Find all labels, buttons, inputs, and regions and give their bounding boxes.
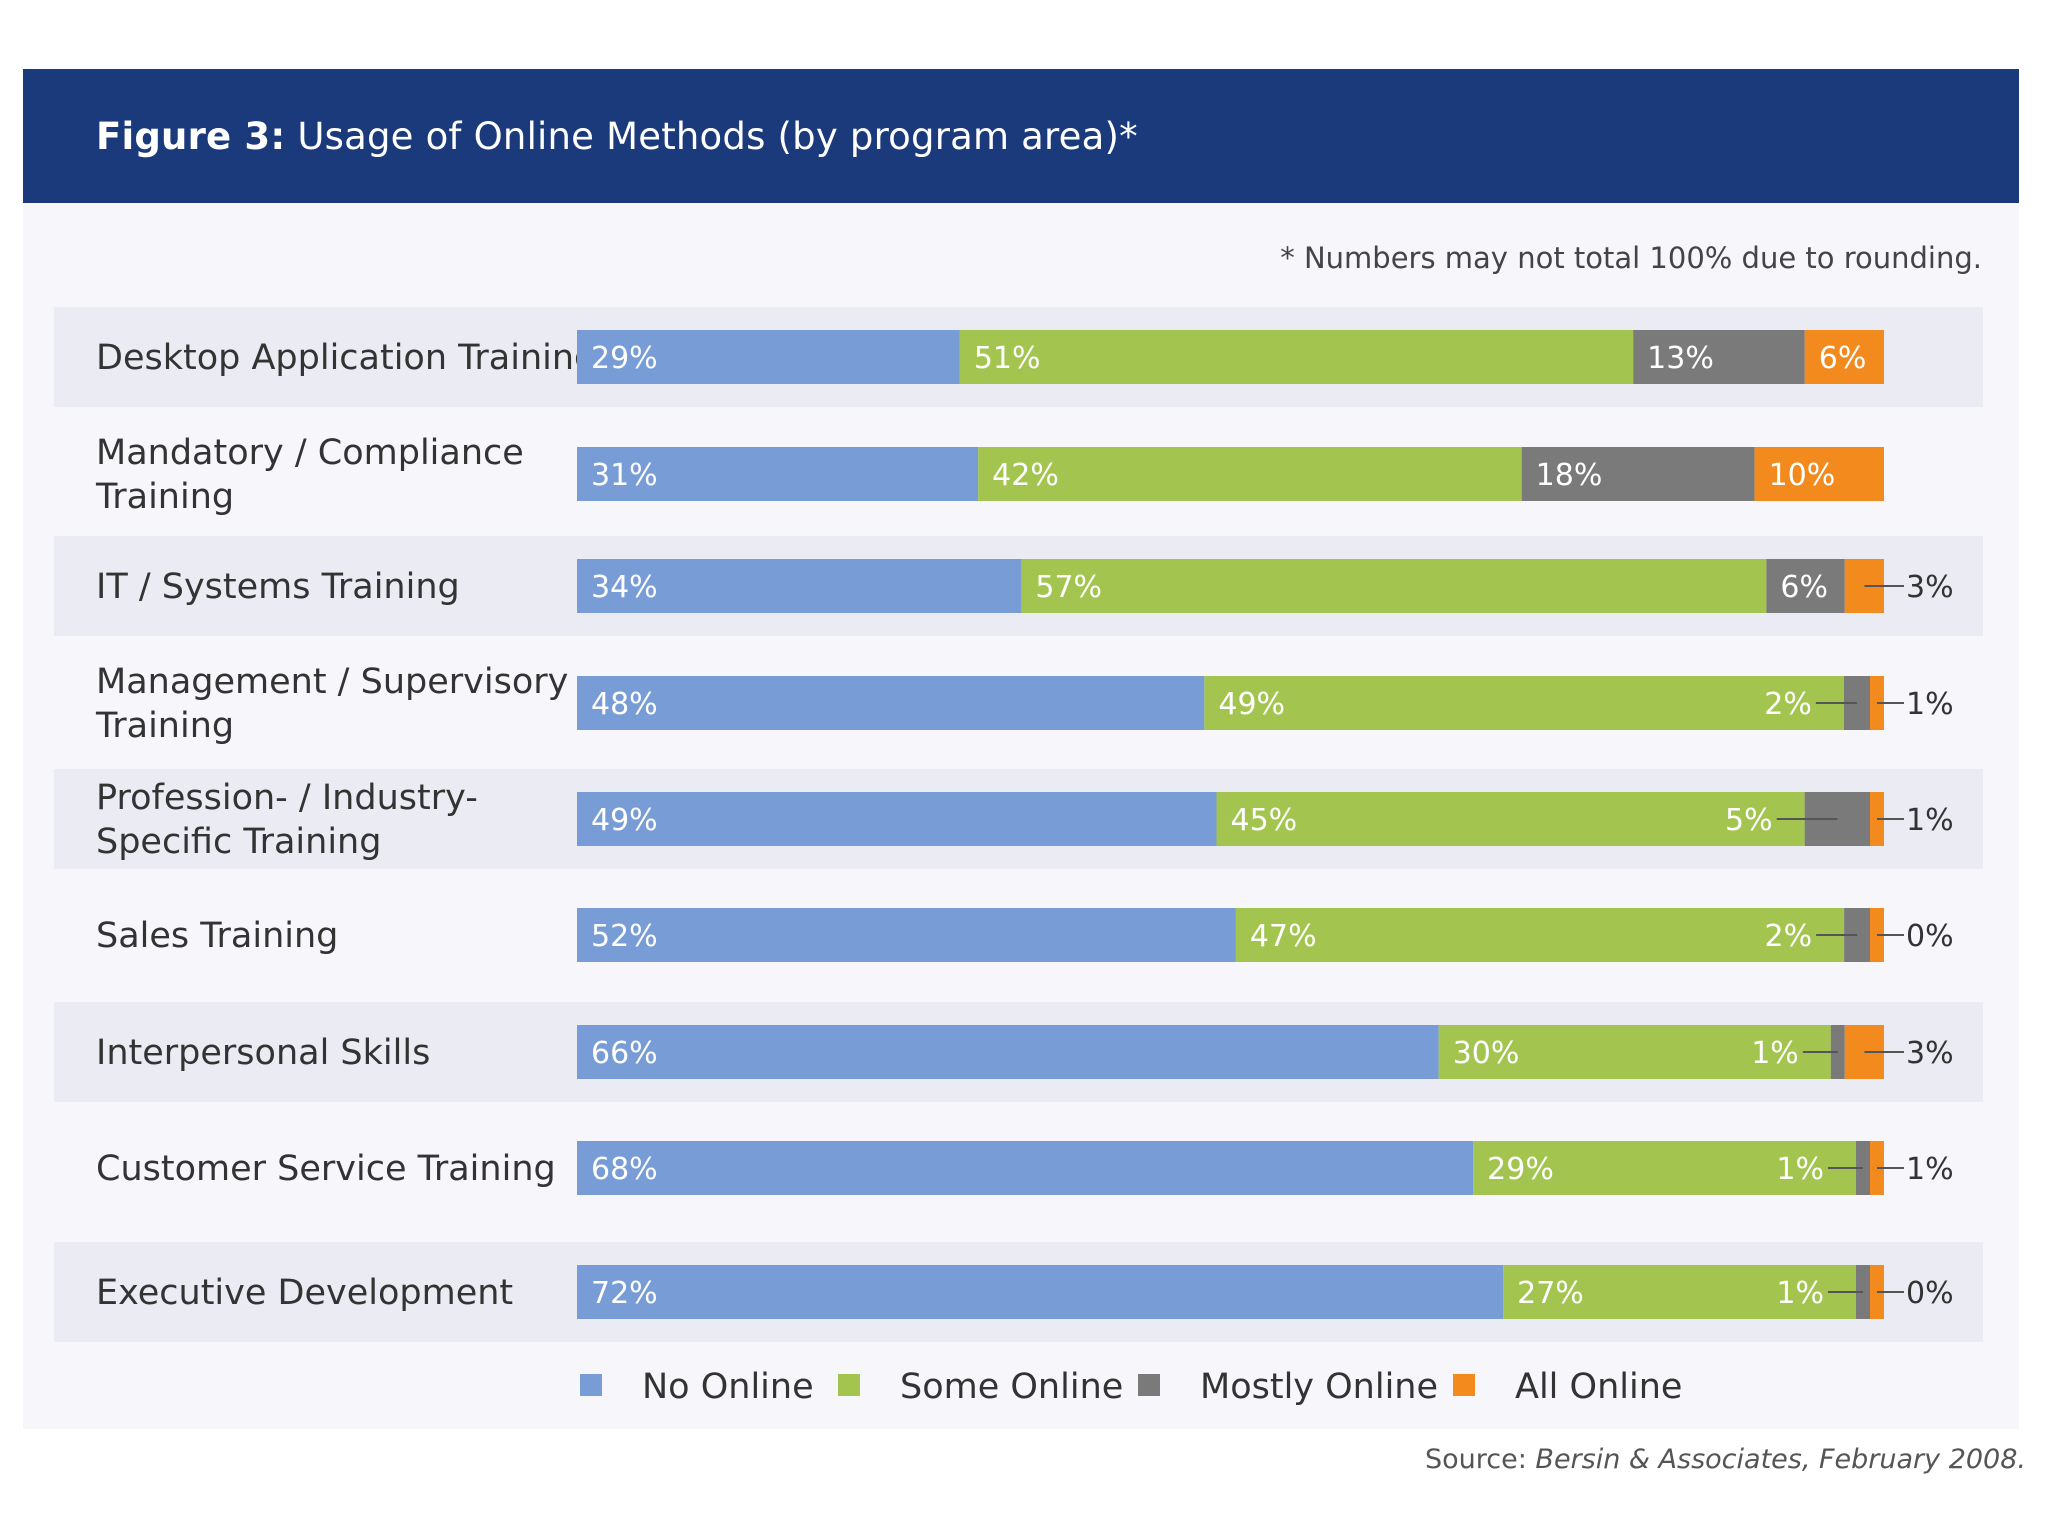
- data-label: 31%: [591, 458, 658, 493]
- data-label: 3%: [1906, 1036, 1954, 1071]
- figure-label: Figure 3:: [96, 114, 286, 158]
- data-label: 51%: [974, 341, 1041, 376]
- bar-some-online: [978, 447, 1522, 501]
- data-label: 45%: [1231, 803, 1298, 838]
- row-label: Management / Supervisory: [96, 662, 568, 702]
- data-label: 49%: [1218, 687, 1285, 722]
- source-credit: Source: Bersin & Associates, February 20…: [1425, 1444, 2026, 1475]
- data-label: 30%: [1453, 1036, 1520, 1071]
- data-label: 52%: [591, 919, 658, 954]
- bar-some-online: [1438, 1025, 1831, 1079]
- data-label: 68%: [591, 1152, 658, 1187]
- bar-some-online: [959, 330, 1634, 384]
- chart-figure: Figure 3: Usage of Online Methods (by pr…: [23, 69, 2019, 1429]
- data-label: 6%: [1780, 570, 1828, 605]
- data-label: 1%: [1906, 687, 1954, 722]
- data-label: 0%: [1906, 919, 1954, 954]
- bar-no-online: [577, 908, 1236, 962]
- legend-label: Mostly Online: [1200, 1367, 1438, 1407]
- bar-all-online: [1754, 447, 1884, 501]
- data-label: 13%: [1647, 341, 1714, 376]
- data-label: 72%: [591, 1276, 658, 1311]
- data-label: 1%: [1751, 1036, 1799, 1071]
- source-prefix: Source:: [1424, 1444, 1527, 1475]
- legend-label: All Online: [1515, 1367, 1682, 1407]
- row-label: Desktop Application Training: [96, 338, 596, 378]
- data-label: 57%: [1035, 570, 1102, 605]
- data-label: 1%: [1906, 803, 1954, 838]
- data-label: 3%: [1906, 570, 1954, 605]
- data-label: 5%: [1725, 803, 1773, 838]
- data-label: 42%: [992, 458, 1059, 493]
- data-label: 27%: [1517, 1276, 1584, 1311]
- bar-mostly-online: [1633, 330, 1805, 384]
- bar-no-online: [577, 330, 960, 384]
- legend-label: No Online: [642, 1367, 814, 1407]
- bar-all-online: [1804, 330, 1884, 384]
- legend-label: Some Online: [900, 1367, 1123, 1407]
- bar-some-online: [1235, 908, 1845, 962]
- data-label: 1%: [1906, 1152, 1954, 1187]
- row-label: Training: [95, 706, 234, 746]
- bar-mostly-online: [1766, 559, 1845, 613]
- data-label: 66%: [591, 1036, 658, 1071]
- data-label: 6%: [1819, 341, 1867, 376]
- data-label: 49%: [591, 803, 658, 838]
- row-label: Customer Service Training: [96, 1149, 556, 1189]
- bar-some-online: [1216, 792, 1805, 846]
- data-label: 1%: [1776, 1276, 1824, 1311]
- data-label: 47%: [1250, 919, 1317, 954]
- row-label: Specific Training: [96, 822, 381, 862]
- data-label: 48%: [591, 687, 658, 722]
- legend-swatch: [838, 1374, 860, 1396]
- bar-no-online: [577, 559, 1022, 613]
- legend-swatch: [580, 1374, 602, 1396]
- legend-swatch: [1453, 1374, 1475, 1396]
- data-label: 0%: [1906, 1276, 1954, 1311]
- bar-no-online: [577, 447, 979, 501]
- row-label: Mandatory / Compliance: [96, 433, 524, 473]
- row-label: IT / Systems Training: [96, 567, 460, 607]
- figure-title: Usage of Online Methods (by program area…: [297, 114, 1138, 158]
- data-label: 2%: [1765, 919, 1813, 954]
- data-label: 10%: [1769, 458, 1836, 493]
- data-label: 2%: [1764, 687, 1812, 722]
- row-label: Sales Training: [96, 916, 338, 956]
- bar-some-online: [1503, 1265, 1856, 1319]
- bar-some-online: [1204, 676, 1844, 730]
- source-text: Bersin & Associates, February 2008.: [1535, 1444, 2026, 1475]
- bar-no-online: [577, 1265, 1504, 1319]
- row-label: Profession- / Industry-: [96, 778, 478, 818]
- row-label: Executive Development: [96, 1273, 513, 1313]
- bar-no-online: [577, 792, 1217, 846]
- legend-swatch: [1138, 1374, 1160, 1396]
- figure-header: Figure 3: Usage of Online Methods (by pr…: [23, 69, 2019, 203]
- data-label: 29%: [591, 341, 658, 376]
- bar-no-online: [577, 1025, 1439, 1079]
- bar-no-online: [577, 676, 1205, 730]
- row-label: Interpersonal Skills: [96, 1033, 430, 1073]
- data-label: 34%: [591, 570, 658, 605]
- rounding-note: * Numbers may not total 100% due to roun…: [1280, 241, 1982, 275]
- bar-mostly-online: [1521, 447, 1755, 501]
- bar-some-online: [1021, 559, 1767, 613]
- row-label: Training: [95, 477, 234, 517]
- bar-some-online: [1473, 1141, 1856, 1195]
- data-label: 1%: [1776, 1152, 1824, 1187]
- bar-no-online: [577, 1141, 1474, 1195]
- data-label: 29%: [1487, 1152, 1554, 1187]
- data-label: 18%: [1536, 458, 1603, 493]
